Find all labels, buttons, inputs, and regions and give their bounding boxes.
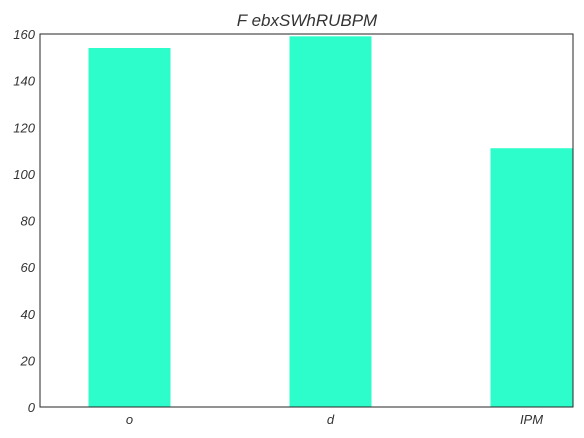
x-tick-label: d bbox=[327, 412, 335, 427]
y-tick-label: 100 bbox=[13, 167, 35, 182]
y-tick-label: 60 bbox=[21, 260, 36, 275]
bar-o bbox=[88, 47, 171, 408]
y-tick-label: 140 bbox=[13, 74, 35, 89]
x-tick-label: o bbox=[126, 412, 133, 427]
plot-frame bbox=[39, 33, 574, 408]
y-tick-label: 20 bbox=[20, 353, 36, 368]
y-axis: 0 20 40 60 80 100 120 140 160 bbox=[13, 27, 35, 415]
y-tick-label: 0 bbox=[28, 400, 36, 415]
y-tick-label: 40 bbox=[21, 307, 36, 322]
bar-d bbox=[289, 36, 372, 408]
chart-title: F ebxSWhRUBPM bbox=[237, 11, 378, 30]
y-tick-label: 80 bbox=[21, 214, 36, 229]
bar-IPM bbox=[490, 148, 573, 407]
y-tick-label: 160 bbox=[13, 27, 35, 42]
x-tick-label: IPM bbox=[520, 412, 543, 427]
y-tick-label: 120 bbox=[13, 120, 35, 135]
bars-layer bbox=[88, 36, 573, 408]
x-axis: o d IPM bbox=[126, 412, 543, 427]
